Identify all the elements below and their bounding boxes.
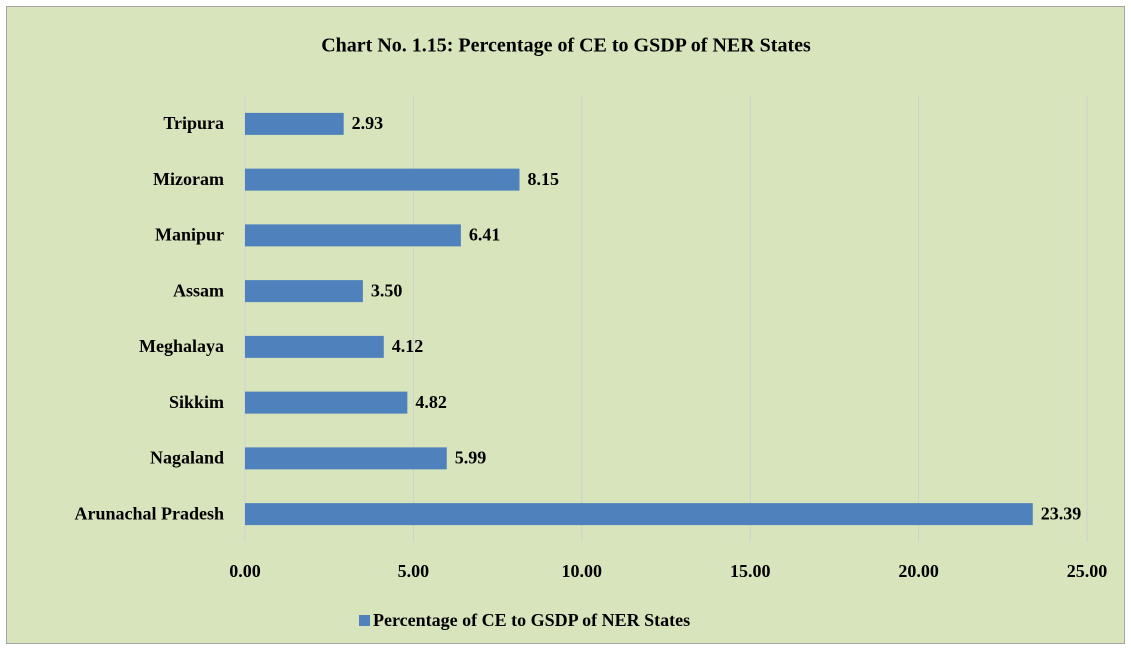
data-label: 6.41 [469, 225, 501, 245]
bar [245, 335, 384, 358]
data-label: 4.12 [392, 336, 424, 356]
y-tick-label: Meghalaya [139, 336, 224, 356]
bar [245, 168, 520, 191]
data-label: 23.39 [1041, 503, 1082, 523]
data-label: 8.15 [527, 169, 559, 189]
data-label: 4.82 [415, 392, 447, 412]
x-tick-label: 0.00 [229, 561, 261, 581]
bar [245, 224, 461, 247]
x-tick-label: 15.00 [730, 561, 771, 581]
legend-swatch [359, 615, 370, 626]
data-label: 2.93 [352, 113, 384, 133]
x-tick-label: 20.00 [898, 561, 939, 581]
data-label: 3.50 [371, 280, 403, 300]
data-label: 5.99 [455, 448, 487, 468]
legend-label: Percentage of CE to GSDP of NER States [373, 610, 690, 630]
y-tick-label: Mizoram [153, 169, 224, 189]
bar [245, 391, 408, 414]
y-tick-label: Sikkim [169, 392, 224, 412]
chart-title: Chart No. 1.15: Percentage of CE to GSDP… [321, 35, 811, 57]
y-tick-label: Tripura [163, 113, 224, 133]
bar [245, 503, 1033, 526]
y-tick-label: Arunachal Pradesh [74, 503, 224, 523]
x-tick-label: 10.00 [562, 561, 603, 581]
y-tick-label: Manipur [155, 225, 224, 245]
y-tick-label: Nagaland [150, 448, 224, 468]
chart-background [6, 6, 1125, 644]
x-tick-label: 5.00 [398, 561, 430, 581]
y-tick-label: Assam [173, 280, 224, 300]
bar [245, 447, 447, 470]
x-tick-label: 25.00 [1067, 561, 1108, 581]
bar [245, 280, 363, 303]
bar [245, 112, 344, 135]
